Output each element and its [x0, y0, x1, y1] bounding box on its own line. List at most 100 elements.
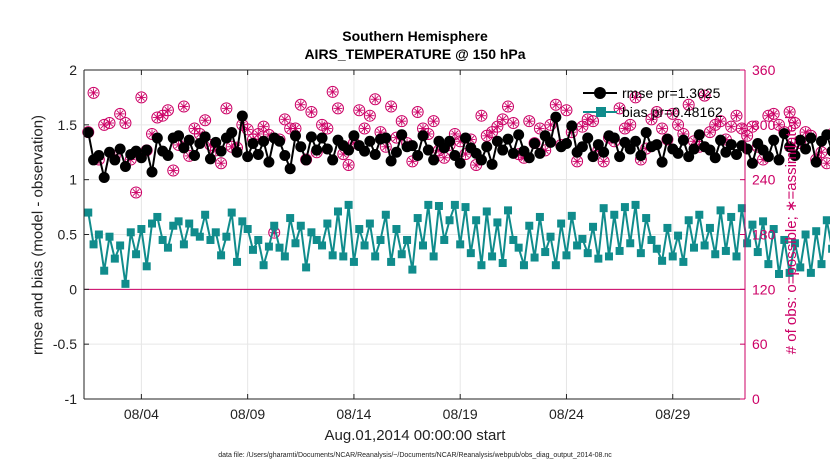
- obs-assimilated-marker: [668, 109, 678, 119]
- bias-point: [233, 257, 242, 266]
- asterisk-stroke: [355, 106, 363, 114]
- asterisk-stroke: [669, 110, 677, 118]
- obs-assimilated-marker: [216, 158, 226, 168]
- rmse-point: [683, 151, 695, 163]
- rmse-point: [640, 127, 652, 139]
- rmse-point: [507, 147, 519, 159]
- asterisk-stroke: [626, 121, 634, 129]
- bias-point: [190, 228, 199, 237]
- bias-point: [636, 249, 645, 258]
- obs-assimilated-marker: [673, 120, 683, 130]
- y-axis-left-label: rmse and bias (model - observation): [29, 114, 47, 356]
- asterisk-stroke: [90, 89, 98, 97]
- bias-point: [94, 230, 103, 239]
- bias-point: [195, 232, 204, 241]
- rmse-point: [550, 111, 562, 123]
- obs-possible-marker: [629, 91, 642, 104]
- x-tick-label-0: 08/04: [124, 406, 159, 422]
- rmse-point: [104, 146, 116, 158]
- bias-point: [775, 269, 784, 278]
- bias-point: [397, 250, 406, 259]
- obs-possible-marker: [161, 104, 174, 117]
- legend-bias-label: bias pr=0.48162: [622, 104, 723, 120]
- rmse-point: [274, 135, 286, 147]
- legend-rmse-label: rmse pr=1.3025: [622, 85, 721, 101]
- y-right-tick-label-5: 300: [752, 117, 776, 133]
- bias-point: [227, 208, 236, 217]
- bias-point: [387, 257, 396, 266]
- asterisk-stroke: [451, 130, 459, 138]
- obs-assimilated-marker: [439, 153, 449, 163]
- obs-assimilated-marker: [546, 120, 556, 130]
- asterisk-stroke: [281, 115, 289, 123]
- bias-point: [652, 244, 661, 253]
- obs-possible-marker: [650, 106, 663, 119]
- rmse-point: [109, 154, 121, 166]
- obs-possible-marker: [613, 102, 626, 115]
- rmse-point: [630, 135, 642, 147]
- rmse-point: [773, 154, 785, 166]
- x-tick-label-1: 08/09: [230, 406, 265, 422]
- bias-point: [206, 235, 215, 244]
- rmse-point: [720, 146, 732, 158]
- obs-assimilated-marker: [120, 118, 130, 128]
- rmse-point: [486, 158, 498, 170]
- asterisk-stroke: [493, 123, 501, 131]
- rmse-point: [146, 166, 158, 178]
- bias-point: [259, 261, 268, 270]
- rmse-point: [784, 141, 796, 153]
- bias-point: [519, 261, 528, 270]
- legend-bias-marker: [596, 107, 606, 117]
- obs-assimilated-marker: [700, 91, 710, 101]
- asterisk-stroke: [196, 130, 204, 138]
- rmse-point: [422, 144, 434, 156]
- obs-possible-marker: [682, 98, 695, 111]
- obs-possible-marker: [114, 107, 127, 120]
- legend: rmse pr=1.3025 bias pr=0.48162: [583, 85, 723, 120]
- bias-point: [801, 230, 810, 239]
- bias-point: [509, 235, 518, 244]
- rmse-point: [715, 134, 727, 146]
- asterisk-stroke: [706, 128, 714, 136]
- bias-point: [482, 207, 491, 216]
- rmse-point: [231, 146, 243, 158]
- asterisk-stroke: [573, 157, 581, 165]
- bias-point: [302, 263, 311, 272]
- bias-point: [100, 266, 109, 275]
- rmse-point: [444, 135, 456, 147]
- bias-point: [743, 239, 752, 248]
- asterisk-stroke: [132, 188, 140, 196]
- bias-point: [371, 252, 380, 261]
- rmse-point: [635, 150, 647, 162]
- bias-point: [153, 212, 162, 221]
- asterisk-stroke: [291, 124, 299, 133]
- rmse-point: [672, 147, 684, 159]
- obs-assimilated-marker: [726, 122, 736, 132]
- bias-point: [535, 212, 544, 221]
- obs-assimilated-marker: [306, 107, 316, 117]
- obs-assimilated-marker: [492, 122, 502, 132]
- obs-assimilated-marker: [190, 123, 200, 133]
- bias-point: [270, 221, 279, 230]
- rmse-point: [491, 135, 503, 147]
- obs-possible-marker: [119, 117, 132, 130]
- asterisk-stroke: [297, 101, 305, 109]
- obs-possible-marker: [358, 122, 371, 135]
- bias-point: [642, 214, 651, 223]
- bias-point: [419, 241, 428, 250]
- obs-possible-marker: [624, 118, 637, 131]
- obs-assimilated-marker: [354, 105, 364, 115]
- obs-possible-marker: [305, 106, 318, 119]
- rmse-point: [428, 154, 440, 166]
- obs-assimilated-marker: [646, 114, 656, 124]
- bias-point: [525, 221, 534, 230]
- asterisk-stroke: [499, 115, 507, 123]
- bias-point: [360, 241, 369, 250]
- obs-possible-marker: [241, 123, 254, 136]
- obs-assimilated-marker: [551, 100, 561, 110]
- rmse-point: [656, 156, 668, 168]
- asterisk-stroke: [621, 124, 629, 133]
- bias-point: [158, 235, 167, 244]
- obs-assimilated-marker: [572, 156, 582, 166]
- obs-assimilated-marker: [280, 114, 290, 124]
